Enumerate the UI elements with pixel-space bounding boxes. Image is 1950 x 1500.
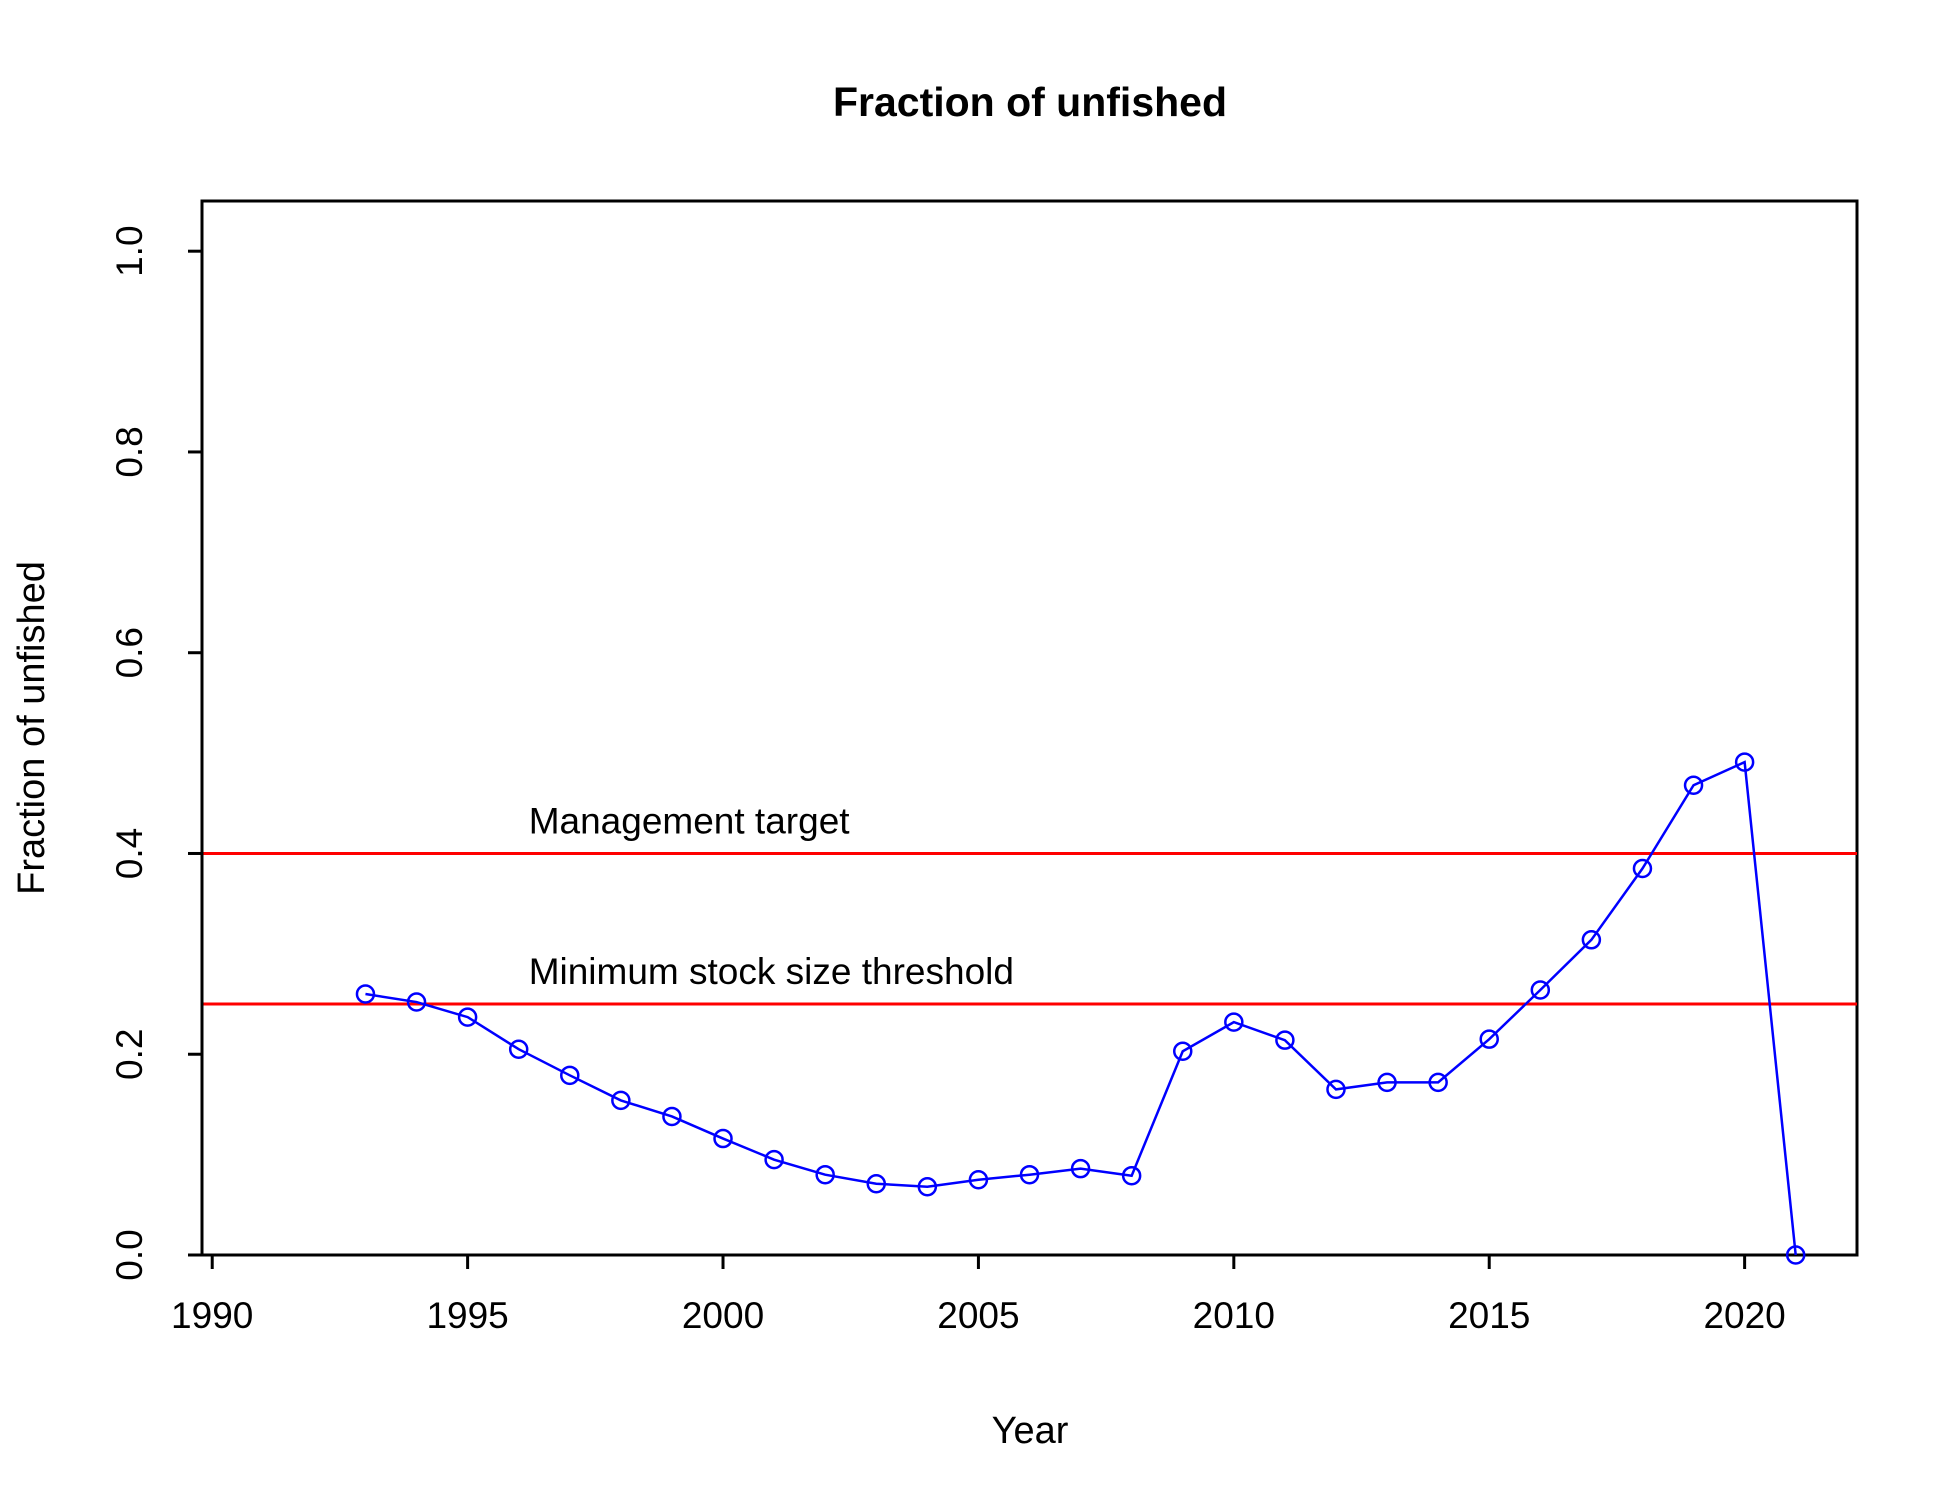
reference-line-label-0: Management target — [529, 800, 851, 841]
y-tick-label-4: 0.8 — [109, 426, 150, 477]
x-axis-label: Year — [992, 1410, 1069, 1452]
data-point-0-18 — [1275, 1030, 1295, 1050]
x-tick-label-2: 2000 — [682, 1295, 764, 1336]
x-tick-label-6: 2020 — [1703, 1295, 1785, 1336]
data-point-0-1 — [406, 992, 427, 1012]
y-tick-label-1: 0.2 — [109, 1029, 150, 1080]
data-point-0-17 — [1224, 1012, 1244, 1032]
data-point-0-11 — [917, 1176, 938, 1197]
data-point-0-16 — [1172, 1041, 1193, 1061]
data-point-0-7 — [713, 1128, 733, 1149]
y-tick-label-3: 0.6 — [109, 627, 150, 678]
data-point-0-5 — [611, 1090, 631, 1111]
data-point-0-23 — [1530, 980, 1551, 1000]
data-point-0-24 — [1581, 930, 1602, 950]
data-point-0-27 — [1734, 752, 1755, 772]
x-tick-label-5: 2015 — [1448, 1295, 1530, 1336]
data-point-0-10 — [866, 1173, 887, 1194]
data-point-0-8 — [764, 1149, 784, 1170]
data-point-0-19 — [1326, 1079, 1346, 1100]
data-point-0-20 — [1377, 1072, 1397, 1093]
data-point-0-28 — [1785, 1245, 1806, 1265]
data-point-0-9 — [815, 1164, 835, 1185]
data-point-0-22 — [1479, 1029, 1499, 1049]
x-tick-label-1: 1995 — [426, 1295, 508, 1336]
y-axis: 0.0 0.2 0.4 0.6 0.8 1.0 — [109, 225, 204, 1281]
reference-lines: Management target Minimum stock size thre… — [202, 800, 1857, 1006]
data-point-0-25 — [1632, 858, 1653, 879]
chart-title: Fraction of unfished — [833, 79, 1227, 125]
y-tick-label-2: 0.4 — [109, 828, 150, 879]
data-point-0-13 — [1019, 1164, 1040, 1185]
data-point-0-6 — [662, 1106, 682, 1127]
y-tick-label-5: 1.0 — [109, 225, 150, 276]
data-point-0-15 — [1121, 1165, 1142, 1186]
series-layer — [355, 752, 1806, 1265]
data-point-0-3 — [508, 1039, 529, 1059]
data-point-0-14 — [1070, 1158, 1091, 1179]
data-point-0-0 — [355, 984, 376, 1004]
x-tick-label-4: 2010 — [1193, 1295, 1275, 1336]
data-point-0-12 — [968, 1169, 989, 1190]
data-point-0-26 — [1683, 775, 1704, 795]
y-axis-label: Fraction of unfished — [11, 561, 53, 895]
plot-frame — [200, 199, 1859, 1257]
x-tick-label-0: 1990 — [171, 1295, 253, 1336]
reference-line-label-1: Minimum stock size threshold — [529, 951, 1014, 992]
data-point-0-21 — [1428, 1072, 1448, 1093]
y-tick-label-0: 0.0 — [109, 1229, 150, 1280]
data-point-0-2 — [457, 1007, 478, 1027]
x-axis: 1990 1995 2000 2005 2010 2015 2020 — [171, 1253, 1786, 1336]
series-line-0 — [365, 760, 1797, 1256]
x-tick-label-3: 2005 — [937, 1295, 1019, 1336]
data-point-0-4 — [560, 1065, 580, 1086]
